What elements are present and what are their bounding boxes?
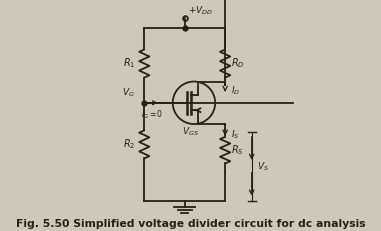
Text: $V_S$: $V_S$: [257, 160, 269, 173]
Text: $V_{GS}$: $V_{GS}$: [182, 126, 199, 138]
Text: $R_1$: $R_1$: [123, 57, 136, 70]
Text: Fig. 5.50 Simplified voltage divider circuit for dc analysis: Fig. 5.50 Simplified voltage divider cir…: [16, 219, 365, 229]
Text: $+V_{DD}$: $+V_{DD}$: [188, 5, 213, 17]
Text: $R_D$: $R_D$: [231, 57, 245, 70]
Text: $I_G{=}0$: $I_G{=}0$: [141, 109, 163, 121]
Text: $V_G$: $V_G$: [122, 87, 135, 99]
Text: $I_D$: $I_D$: [231, 84, 240, 97]
Text: $R_2$: $R_2$: [123, 137, 136, 151]
Text: $R_S$: $R_S$: [231, 143, 244, 157]
Text: $I_S$: $I_S$: [231, 128, 239, 141]
